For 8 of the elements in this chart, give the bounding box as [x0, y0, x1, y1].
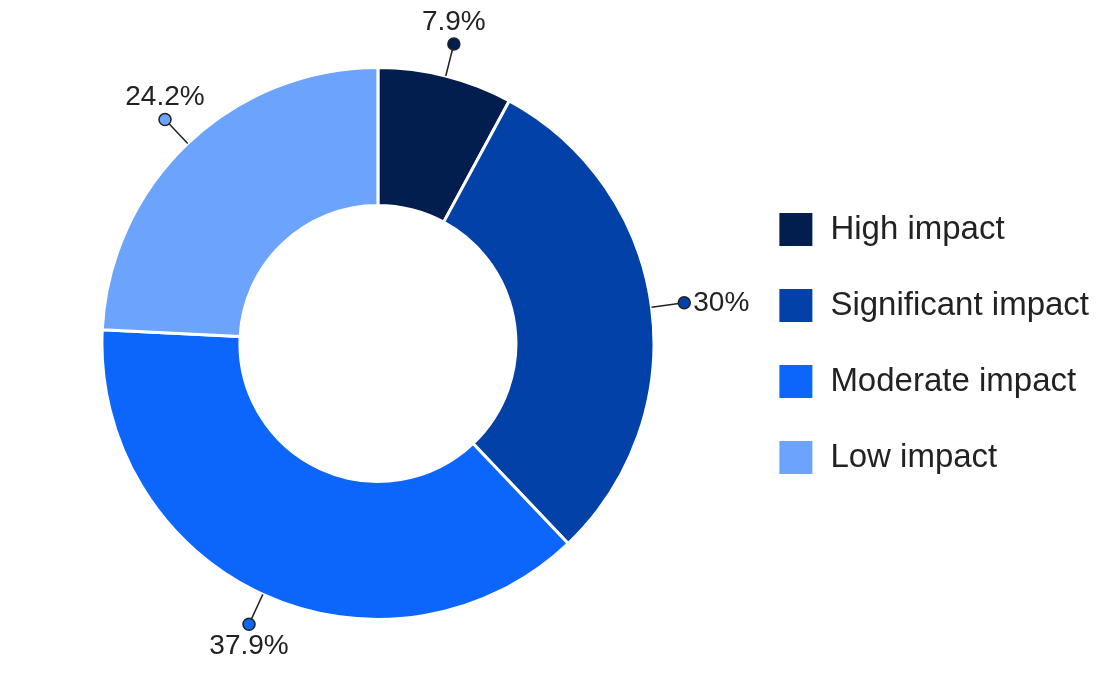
- legend-label: High impact: [830, 208, 1005, 246]
- data-label: 7.9%: [421, 4, 486, 36]
- legend-label: Low impact: [830, 436, 998, 474]
- legend-label: Moderate impact: [830, 360, 1077, 398]
- legend-label: Significant impact: [830, 284, 1090, 322]
- data-label: 30%: [693, 285, 750, 317]
- data-label: 37.9%: [209, 629, 289, 661]
- data-label: 24.2%: [125, 80, 205, 112]
